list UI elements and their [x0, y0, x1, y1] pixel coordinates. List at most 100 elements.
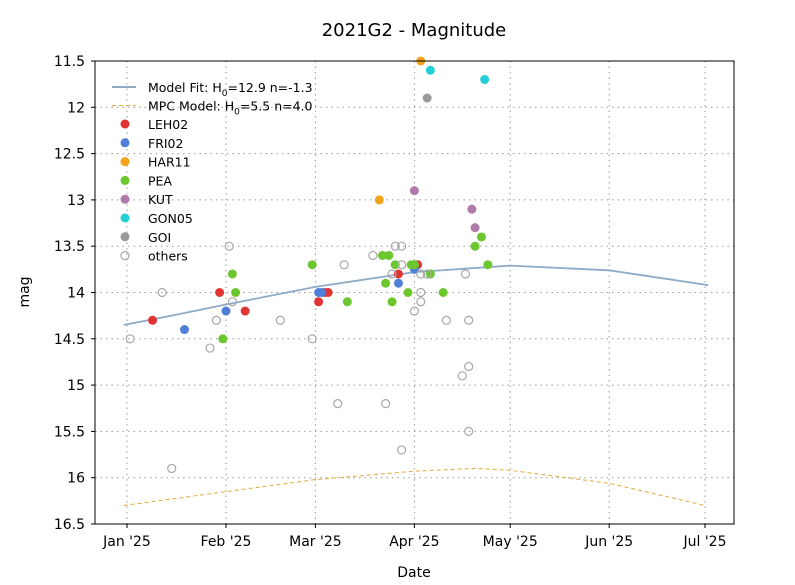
y-tick-label: 12	[67, 100, 85, 116]
point-others	[397, 241, 407, 251]
point-others	[381, 399, 391, 409]
point-leh02	[215, 288, 225, 297]
y-tick-label: 16	[67, 471, 85, 487]
model-fit-line	[123, 264, 709, 326]
legend-label: KUT	[148, 192, 173, 207]
point-others	[397, 260, 407, 270]
point-leh02	[314, 297, 324, 307]
model-lines	[123, 264, 709, 506]
y-tick-label: 13.5	[54, 239, 85, 255]
point-fri02	[179, 325, 189, 335]
point-others	[307, 334, 317, 344]
point-leh02	[323, 288, 333, 297]
point-pea	[470, 241, 480, 251]
y-tick-label: 15	[67, 378, 85, 394]
legend-marker-leh02	[120, 119, 130, 129]
point-others	[339, 260, 349, 270]
point-leh02	[240, 306, 250, 316]
legend-marker-kut	[120, 194, 130, 204]
plot-frame	[94, 60, 735, 525]
y-tick-label: 13	[67, 193, 85, 209]
point-pea	[483, 260, 493, 270]
point-gon05	[480, 75, 490, 85]
legend-label: FRI02	[148, 136, 183, 151]
point-others	[422, 269, 432, 279]
legend-label: others	[148, 249, 188, 264]
point-pea	[403, 288, 413, 297]
point-pea	[381, 278, 391, 288]
x-axis-label: Date	[397, 565, 430, 581]
legend-label: MPC Model: H0=5.5 n=4.0	[148, 99, 313, 118]
point-others	[441, 315, 451, 325]
legend-label: GOI	[148, 230, 171, 245]
point-pea	[425, 269, 435, 279]
y-tick-label: 16.5	[54, 517, 85, 533]
point-others	[125, 334, 135, 344]
point-others	[416, 287, 426, 298]
y-tick-label: 12.5	[54, 147, 85, 163]
chart-title: 2021G2 - Magnitude	[322, 20, 507, 41]
point-others	[397, 445, 407, 455]
legend-label: GON05	[148, 211, 193, 226]
point-others	[390, 241, 400, 251]
y-tick-label: 15.5	[54, 424, 85, 440]
point-pea	[409, 260, 419, 270]
point-kut	[467, 204, 477, 214]
x-tick-label: Jan '25	[102, 534, 151, 550]
point-pea	[227, 269, 237, 279]
point-pea	[231, 288, 241, 297]
legend-marker-fri02	[120, 138, 130, 148]
point-pea	[342, 297, 352, 307]
point-pea	[377, 250, 387, 260]
x-tick-label: Jun '25	[584, 534, 633, 550]
point-fri02	[221, 306, 231, 316]
mpc-model-line	[123, 467, 706, 506]
legend-marker-gon05	[120, 213, 130, 223]
legend-marker-others	[120, 251, 130, 261]
point-others	[275, 315, 285, 325]
x-tick-label: Jul '25	[682, 534, 726, 550]
point-others	[224, 241, 234, 251]
point-others	[227, 297, 237, 307]
legend-label: LEH02	[148, 117, 188, 132]
y-axis-label: mag	[17, 276, 33, 307]
point-kut	[409, 186, 419, 196]
point-har11	[374, 195, 384, 205]
point-pea	[476, 232, 486, 242]
y-tick-label: 11.5	[54, 54, 85, 70]
point-leh02	[148, 315, 158, 325]
point-others	[205, 343, 215, 353]
point-pea	[218, 334, 228, 344]
point-goi	[422, 93, 432, 103]
x-tick-label: Mar '25	[289, 534, 342, 550]
point-others	[387, 269, 397, 279]
point-others	[157, 287, 167, 298]
point-others	[464, 426, 474, 436]
point-others	[333, 399, 343, 409]
point-others	[460, 269, 471, 279]
point-pea	[384, 250, 394, 260]
point-pea	[390, 260, 400, 270]
x-tick-label: Feb '25	[201, 534, 252, 550]
legend-marker-goi	[120, 232, 130, 242]
point-others	[167, 463, 177, 474]
point-gon05	[425, 65, 435, 75]
point-others	[409, 306, 420, 316]
point-others	[457, 371, 467, 381]
legend-label: PEA	[148, 173, 172, 188]
x-tick-label: May '25	[483, 534, 538, 550]
legend-label: HAR11	[148, 155, 191, 170]
point-pea	[307, 260, 317, 270]
y-tick-label: 14.5	[54, 332, 85, 348]
point-others	[368, 250, 378, 261]
point-others	[416, 269, 426, 279]
legend-marker-pea	[120, 175, 130, 185]
point-pea	[387, 297, 397, 307]
point-fri02	[317, 288, 327, 297]
axes: Jan '25 Feb '25 Mar '25 Apr '25 May '25 Jun '…	[54, 54, 735, 550]
y-tick-label: 14	[67, 286, 85, 302]
grid	[95, 61, 734, 524]
point-kut	[470, 223, 480, 233]
